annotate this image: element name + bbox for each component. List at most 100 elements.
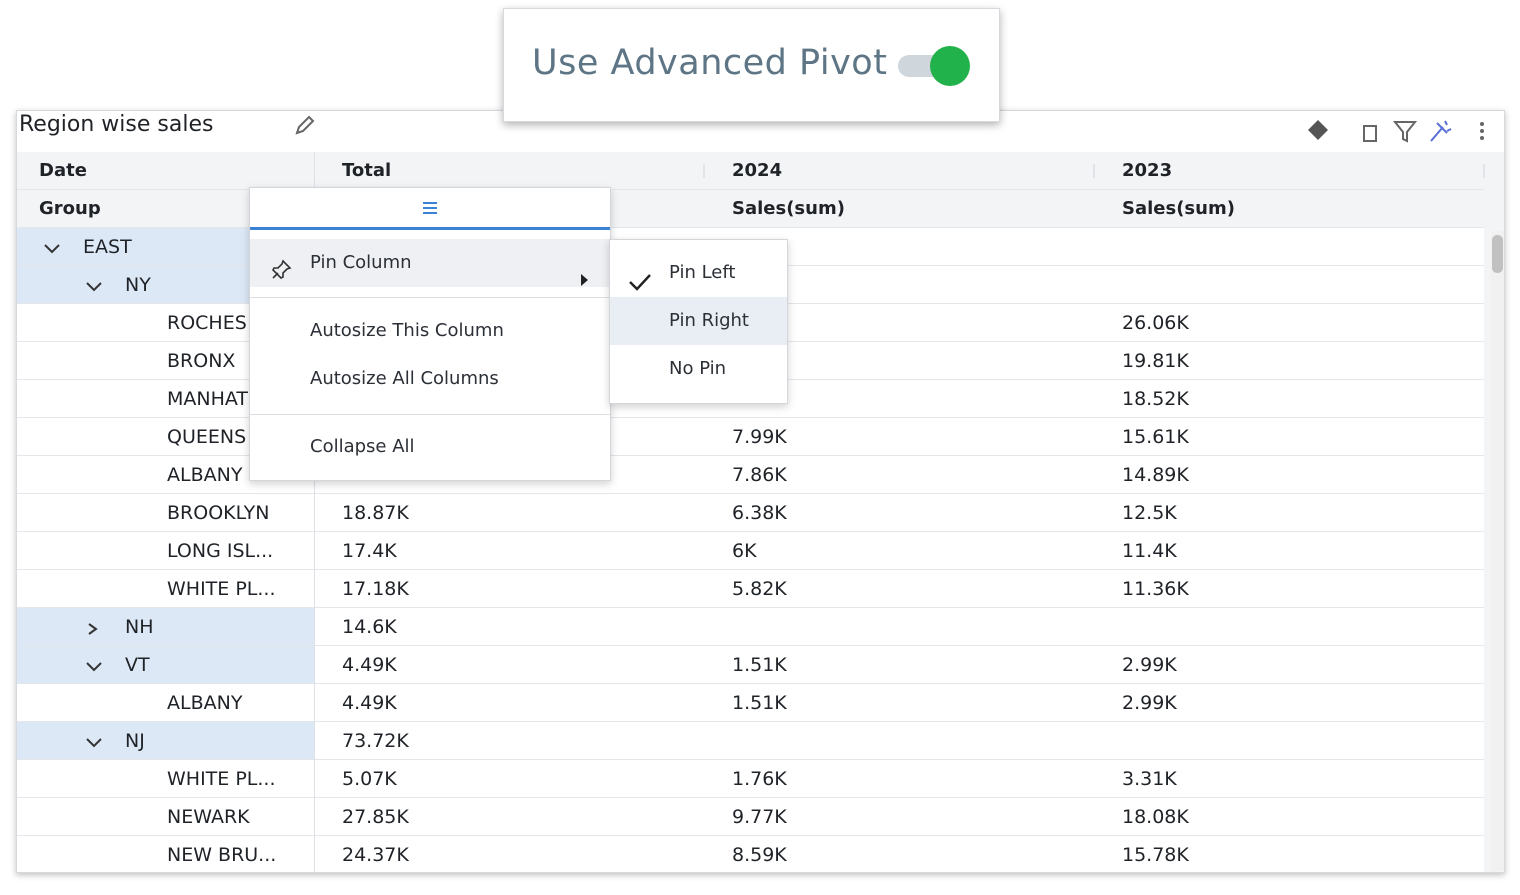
menu-tab[interactable] — [250, 188, 610, 230]
table-row: NEWARK 27.85K 9.77K 18.08K — [17, 798, 1484, 836]
scrollbar — [1491, 231, 1504, 871]
value-cell: 17.18K — [342, 578, 409, 600]
table-row: WHITE PL... 17.18K 5.82K 11.36K — [17, 570, 1484, 608]
row-label: VT — [125, 654, 150, 676]
row-label: EAST — [83, 236, 132, 258]
col-divider — [314, 608, 315, 646]
value-cell: 14.89K — [1122, 464, 1189, 486]
value-cell: 5.82K — [732, 578, 787, 600]
menu-item[interactable]: Autosize All Columns — [250, 355, 610, 403]
row-label: NEW BRU... — [167, 844, 277, 866]
value-cell: 6K — [732, 540, 757, 562]
context-menu: Pin Column Autosize This Column Autosize A… — [249, 187, 611, 481]
edit-icon[interactable] — [293, 113, 317, 137]
header-row: Group Sales(sum) Sales(sum) — [17, 190, 1484, 228]
value-cell: 2.99K — [1122, 654, 1177, 676]
filter-icon[interactable] — [1392, 121, 1418, 143]
row-label: NEWARK — [167, 806, 250, 828]
value-cell: 12.5K — [1122, 502, 1177, 524]
submenu-item[interactable]: Pin Left — [610, 249, 787, 297]
row-label: QUEENS — [167, 426, 247, 448]
table-row: BROOKLYN 18.87K 6.38K 12.5K — [17, 494, 1484, 532]
header-cell: Sales(sum) — [732, 198, 845, 219]
group-cell-bg — [17, 646, 314, 683]
expand-chevron[interactable] — [85, 658, 103, 672]
header-cell: 2023 — [1122, 160, 1173, 181]
menu-item-label: Autosize This Column — [310, 320, 504, 341]
col-divider — [703, 164, 705, 178]
value-cell: 6.38K — [732, 502, 787, 524]
table-row: NH 14.6K — [17, 608, 1484, 646]
menu-item[interactable]: Pin Column — [250, 239, 610, 287]
value-cell: 2.99K — [1122, 692, 1177, 714]
value-cell: 11.36K — [1122, 578, 1189, 600]
submenu-item[interactable]: No Pin — [610, 345, 787, 393]
row-label: NH — [125, 616, 154, 638]
table-row: LONG ISL... 17.4K 6K 11.4K — [17, 532, 1484, 570]
value-cell: 1.51K — [732, 692, 787, 714]
table-row: NEW BRU... 24.37K 8.59K 15.78K — [17, 836, 1484, 872]
col-divider — [314, 532, 315, 570]
expand-chevron[interactable] — [43, 240, 61, 254]
expand-chevron[interactable] — [85, 620, 103, 635]
panel-title: Region wise sales — [19, 112, 214, 137]
value-cell: 27.85K — [342, 806, 409, 828]
col-divider — [314, 798, 315, 836]
row-label: BROOKLYN — [167, 502, 270, 524]
row-label: ALBANY — [167, 692, 243, 714]
value-cell: 14.6K — [342, 616, 397, 638]
copy-icon[interactable] — [1363, 125, 1377, 142]
row-label: BRONX — [167, 350, 236, 372]
value-cell: 15.61K — [1122, 426, 1189, 448]
value-cell: 18.52K — [1122, 388, 1189, 410]
value-cell: 1.51K — [732, 654, 787, 676]
menu-item[interactable]: Collapse All — [250, 423, 610, 471]
group-cell-bg — [17, 722, 314, 759]
row-label: NY — [125, 274, 151, 296]
submenu-item-label: Pin Left — [669, 262, 736, 283]
toggle-knob — [930, 46, 970, 86]
value-cell: 26.06K — [1122, 312, 1189, 334]
expand-chevron[interactable] — [85, 734, 103, 748]
table-row: WHITE PL... 5.07K 1.76K 3.31K — [17, 760, 1484, 798]
table-row: NJ 73.72K — [17, 722, 1484, 760]
expand-chevron[interactable] — [85, 278, 103, 292]
pin-icon — [270, 252, 292, 279]
table-row: VT 4.49K 1.51K 2.99K — [17, 646, 1484, 684]
check-icon — [628, 263, 652, 291]
menu-item-label: Autosize All Columns — [310, 368, 499, 389]
col-divider — [314, 684, 315, 722]
submenu-item-label: Pin Right — [669, 310, 749, 331]
value-cell: 9.77K — [732, 806, 787, 828]
value-cell: 24.37K — [342, 844, 409, 866]
value-cell: 73.72K — [342, 730, 409, 752]
menu-separator — [250, 297, 610, 298]
toolbar-icon[interactable] — [1308, 120, 1328, 140]
menu-item[interactable]: Autosize This Column — [250, 307, 610, 355]
magic-icon[interactable] — [1430, 120, 1452, 142]
table-row: ALBANY 4.49K 1.51K 2.99K — [17, 684, 1484, 722]
toggle-switch[interactable] — [898, 46, 970, 86]
header-cell: Sales(sum) — [1122, 198, 1235, 219]
menu-item-label: Pin Column — [310, 252, 412, 273]
table-row: QUEENS 7.99K 15.61K — [17, 418, 1484, 456]
value-cell: 5.07K — [342, 768, 397, 790]
scroll-thumb[interactable] — [1492, 235, 1503, 273]
table-row: ALBANY 7.86K 14.89K — [17, 456, 1484, 494]
submenu-arrow — [580, 257, 590, 286]
col-divider — [1093, 164, 1095, 178]
value-cell: 4.49K — [342, 692, 397, 714]
more-icon[interactable] — [1480, 136, 1484, 140]
col-divider — [314, 722, 315, 760]
col-divider — [314, 494, 315, 532]
col-divider — [314, 570, 315, 608]
row-label: NJ — [125, 730, 145, 752]
submenu-item-label: No Pin — [669, 358, 727, 379]
value-cell: 15.78K — [1122, 844, 1189, 866]
row-label: ALBANY — [167, 464, 243, 486]
row-label: WHITE PL... — [167, 578, 276, 600]
submenu-item[interactable]: Pin Right — [610, 297, 787, 345]
toggle-card: Use Advanced Pivot — [503, 8, 1000, 122]
col-divider — [314, 152, 315, 190]
